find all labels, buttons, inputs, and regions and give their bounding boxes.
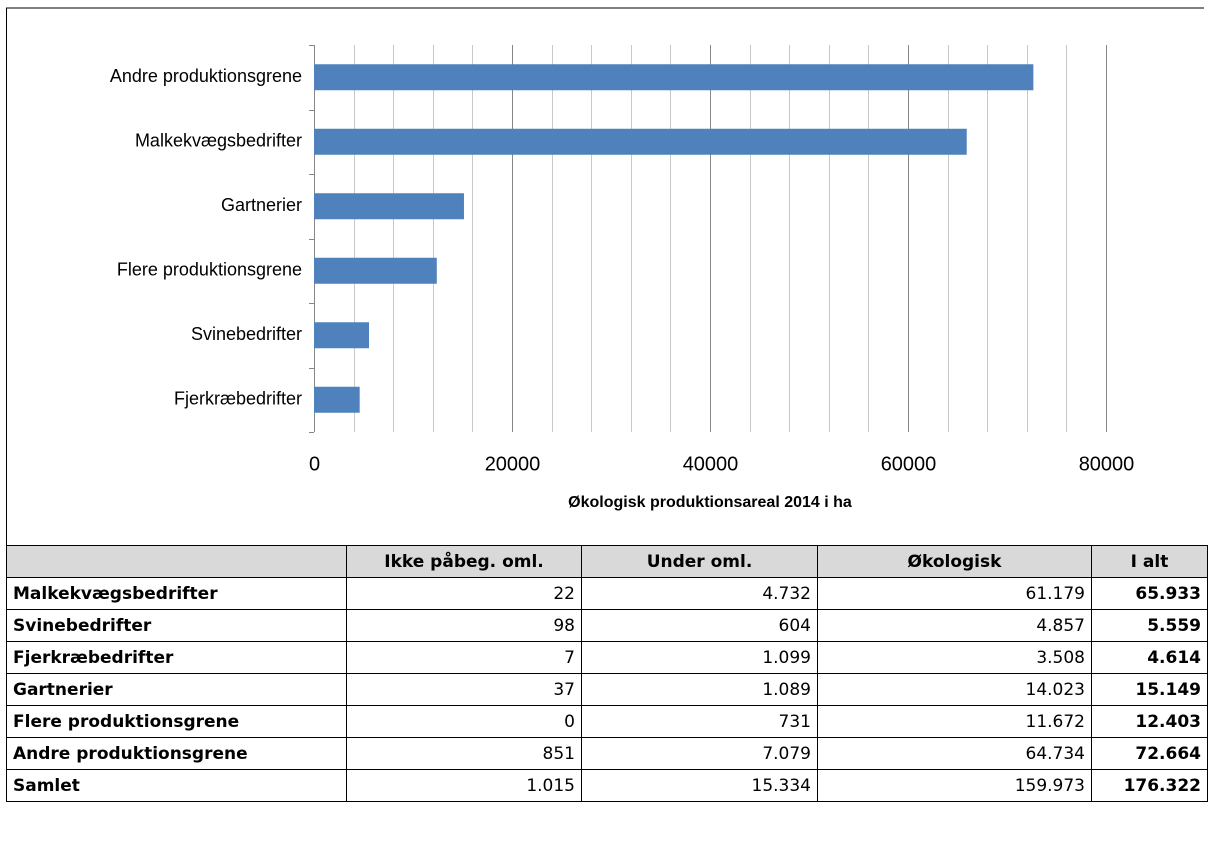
table-row: Gartnerier 37 1.089 14.023 15.149 — [6, 673, 1208, 706]
bar — [314, 64, 1034, 91]
cell: 5.559 — [1091, 609, 1208, 642]
bar — [314, 386, 360, 413]
cell: 22 — [346, 577, 582, 610]
row-label: Samlet — [6, 769, 347, 802]
x-tick-label: 60000 — [881, 453, 937, 475]
cell: 3.508 — [817, 641, 1092, 674]
cell: 1.089 — [581, 673, 818, 706]
bar — [314, 193, 464, 220]
cell: 11.672 — [817, 705, 1092, 738]
row-label: Malkekvægsbedrifter — [6, 577, 347, 610]
table-row: Malkekvægsbedrifter 22 4.732 61.179 65.933 — [6, 577, 1208, 610]
row-label: Andre produktionsgrene — [6, 737, 347, 770]
header-cell: Under oml. — [581, 545, 818, 578]
cell: 159.973 — [817, 769, 1092, 802]
cell: 61.179 — [817, 577, 1092, 610]
corner-cell — [6, 545, 347, 578]
header-cell: Ikke påbeg. oml. — [346, 545, 582, 578]
cell: 4.857 — [817, 609, 1092, 642]
x-tick-label: 80000 — [1079, 453, 1135, 475]
bar — [314, 128, 967, 155]
cell: 14.023 — [817, 673, 1092, 706]
row-label: Gartnerier — [6, 673, 347, 706]
cell: 176.322 — [1091, 769, 1208, 802]
cell: 7.079 — [581, 737, 818, 770]
data-table: Ikke påbeg. oml. Under oml. Økologisk I alt… — [6, 545, 1208, 802]
y-tick-label: Flere produktionsgrene — [117, 260, 302, 280]
cell: 15.334 — [581, 769, 818, 802]
table-row: Svinebedrifter 98 604 4.857 5.559 — [6, 609, 1208, 642]
cell: 7 — [346, 641, 582, 674]
table-row: Flere produktionsgrene 0 731 11.672 12.403 — [6, 705, 1208, 738]
cell: 4.614 — [1091, 641, 1208, 674]
x-tick-label: 20000 — [485, 453, 541, 475]
y-tick-label: Andre produktionsgrene — [110, 66, 302, 86]
row-label: Svinebedrifter — [6, 609, 347, 642]
table-row: Fjerkræbedrifter 7 1.099 3.508 4.614 — [6, 641, 1208, 674]
header-cell: I alt — [1091, 545, 1208, 578]
y-tick-label: Svinebedrifter — [191, 324, 302, 344]
cell: 4.732 — [581, 577, 818, 610]
cell: 604 — [581, 609, 818, 642]
chart: Økologisk produktionsareal 2014 i ha 0 20… — [6, 7, 1204, 546]
cell: 851 — [346, 737, 582, 770]
cell: 15.149 — [1091, 673, 1208, 706]
cell: 1.015 — [346, 769, 582, 802]
header-row: Ikke påbeg. oml. Under oml. Økologisk I alt — [6, 545, 1208, 578]
table-row: Samlet 1.015 15.334 159.973 176.322 — [6, 769, 1208, 802]
y-tick-label: Gartnerier — [221, 195, 302, 215]
y-tick-label: Fjerkræbedrifter — [174, 389, 302, 409]
row-label: Flere produktionsgrene — [6, 705, 347, 738]
x-tick-label: 40000 — [683, 453, 739, 475]
cell: 98 — [346, 609, 582, 642]
cell: 1.099 — [581, 641, 818, 674]
y-tick-label: Malkekvægsbedrifter — [135, 131, 302, 151]
row-label: Fjerkræbedrifter — [6, 641, 347, 674]
bar — [314, 257, 437, 284]
cell: 65.933 — [1091, 577, 1208, 610]
header-cell: Økologisk — [817, 545, 1092, 578]
bar — [314, 322, 370, 349]
cell: 37 — [346, 673, 582, 706]
cell: 731 — [581, 705, 818, 738]
cell: 0 — [346, 705, 582, 738]
x-tick-label: 0 — [309, 453, 320, 475]
cell: 72.664 — [1091, 737, 1208, 770]
x-axis-title: Økologisk produktionsareal 2014 i ha — [568, 494, 852, 511]
cell: 12.403 — [1091, 705, 1208, 738]
table-row: Andre produktionsgrene 851 7.079 64.734 72.6… — [6, 737, 1208, 770]
cell: 64.734 — [817, 737, 1092, 770]
